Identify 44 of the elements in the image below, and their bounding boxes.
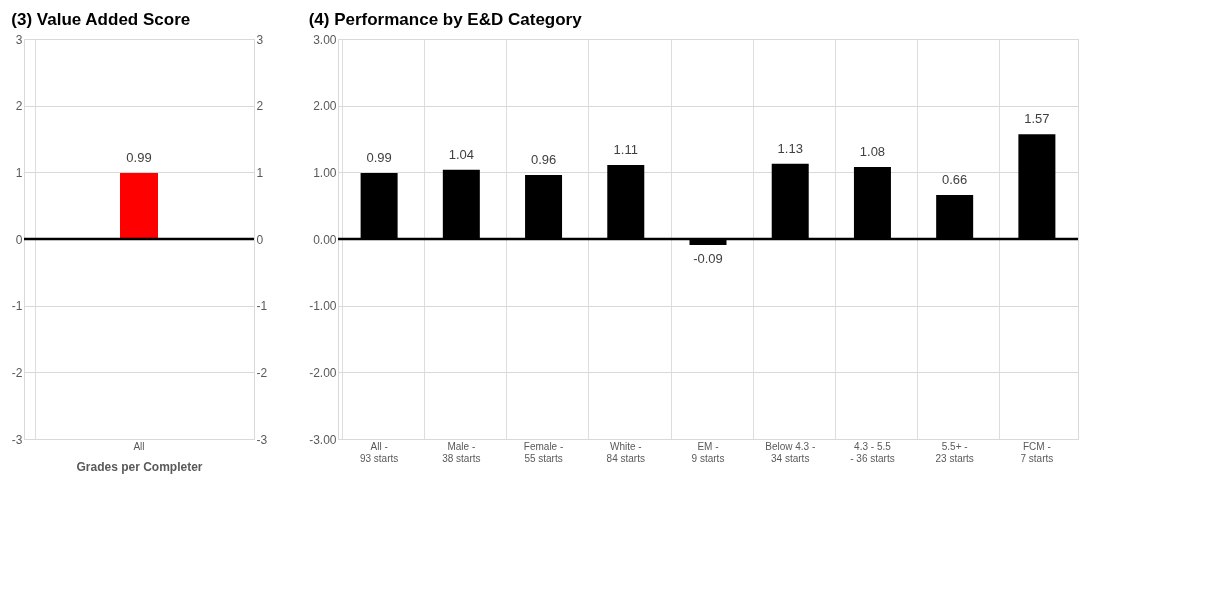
y2-tick-label: -3 <box>256 432 268 447</box>
y2-tick-label: 1 <box>256 165 264 180</box>
x-tick-label: 4.3 - 5.5 - 36 starts <box>850 440 895 464</box>
x-tick-label: EM - 9 starts <box>691 440 725 464</box>
data-label: 1.08 <box>859 144 886 159</box>
y-tick-label: -1.00 <box>309 299 337 314</box>
x-axis-title: Grades per Completer <box>76 459 203 474</box>
data-label: 1.04 <box>448 146 474 162</box>
y-tick-label: -1 <box>11 299 23 314</box>
y2-tick-label: -1 <box>256 299 268 314</box>
x-tick-label: Below 4.3 - 34 starts <box>765 440 816 464</box>
y-tick-label: 3 <box>15 32 23 47</box>
y2-tick-label: -2 <box>256 365 268 380</box>
y-tick-label: 3.00 <box>313 32 337 47</box>
data-label: 0.96 <box>530 152 557 167</box>
data-label: 1.13 <box>777 140 803 156</box>
data-label: 0.66 <box>942 172 968 187</box>
y-tick-label: 1.00 <box>313 165 337 180</box>
x-tick-label: Male - 38 starts <box>442 440 481 464</box>
x-tick-label: FCM - 7 starts <box>1020 440 1054 464</box>
x-tick-label: 5.5+ - 23 starts <box>935 440 974 464</box>
y-tick-label: -2.00 <box>309 365 337 380</box>
y-tick-label: -2 <box>11 365 23 380</box>
y-tick-label: 0 <box>15 232 23 247</box>
x-tick-label: All <box>133 440 145 452</box>
y2-tick-label: 3 <box>256 32 264 47</box>
chart-title: (4) Performance by E&D Category <box>308 10 583 29</box>
data-label: 1.11 <box>613 142 638 157</box>
y-tick-label: -3 <box>11 432 23 447</box>
y-tick-label: 2 <box>15 99 23 114</box>
y2-tick-label: 0 <box>256 232 264 247</box>
data-label: 0.99 <box>366 150 392 165</box>
x-tick-label: All - 93 starts <box>359 440 399 464</box>
y-tick-label: 0.00 <box>313 232 337 247</box>
y-tick-label: 2.00 <box>313 99 337 114</box>
y-tick-label: 1 <box>15 165 23 180</box>
chart-title: (3) Value Added Score <box>11 10 191 29</box>
data-label: 1.57 <box>1024 111 1050 127</box>
x-tick-label: Female - 55 starts <box>523 440 564 464</box>
data-label: 0.99 <box>126 150 152 165</box>
y2-tick-label: 2 <box>256 99 264 114</box>
x-tick-label: White - 84 starts <box>606 440 645 464</box>
y-tick-label: -3.00 <box>309 432 337 447</box>
data-label: -0.09 <box>693 251 723 266</box>
